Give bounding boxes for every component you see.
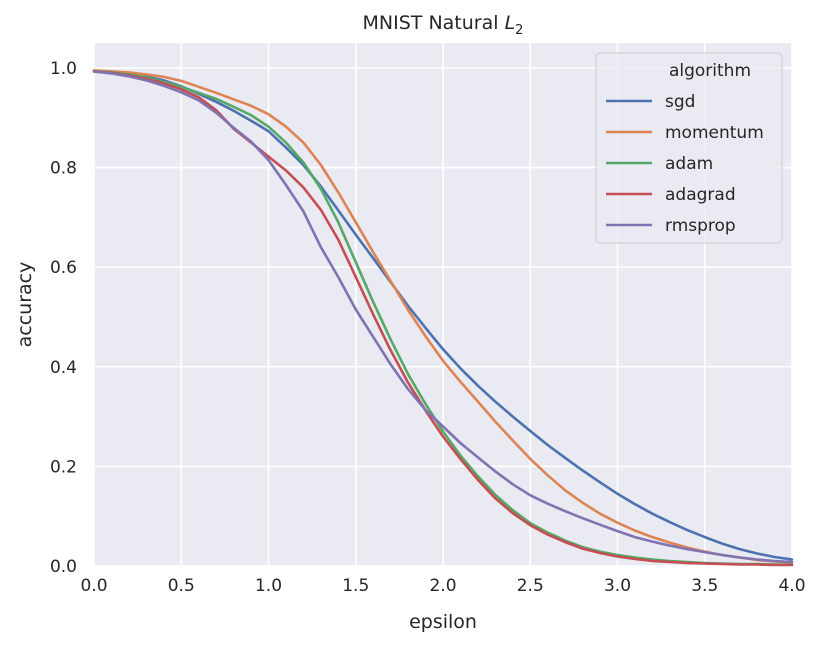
y-tick-label: 0.2: [50, 457, 77, 477]
legend-items: sgd momentum adam adagrad rmsprop: [606, 92, 764, 236]
series-line-rmsprop: [92, 70, 794, 564]
y-tick-label: 0.4: [50, 358, 77, 378]
series-line-sgd: [92, 70, 794, 561]
legend-label-adam: adam: [665, 154, 713, 174]
chart-title: MNIST Natural L2: [363, 12, 524, 38]
x-tick-label: 2.5: [517, 576, 544, 596]
x-tick-label: 3.0: [604, 576, 631, 596]
y-axis-label: accuracy: [14, 262, 36, 348]
chart-title-subscript: 2: [515, 23, 523, 38]
legend-label-rmsprop: rmsprop: [665, 216, 736, 236]
y-tick-label: 0.0: [50, 557, 77, 577]
series-line-momentum: [92, 69, 794, 564]
series-lines: [92, 69, 794, 567]
x-tick-label: 1.0: [255, 576, 282, 596]
y-tick-label: 1.0: [50, 59, 77, 79]
series-line-adagrad: [92, 70, 794, 567]
legend: algorithm sgd momentum adam adagrad rmsprop: [595, 52, 783, 244]
y-tick-label: 0.8: [50, 159, 77, 179]
x-tick-label: 2.0: [429, 576, 456, 596]
legend-label-adagrad: adagrad: [665, 185, 736, 205]
y-axis-ticks: 0.0 0.2 0.4 0.6 0.8 1.0: [50, 59, 77, 577]
legend-box: [595, 52, 783, 244]
x-axis-label: epsilon: [409, 611, 477, 633]
x-tick-label: 0.5: [168, 576, 195, 596]
y-tick-label: 0.6: [50, 258, 77, 278]
x-axis-ticks: 0.0 0.5 1.0 1.5 2.0 2.5 3.0 3.5 4.0: [80, 576, 805, 596]
legend-label-momentum: momentum: [665, 123, 764, 143]
x-tick-label: 3.5: [691, 576, 718, 596]
chart-title-math: L: [505, 12, 516, 34]
x-tick-label: 1.5: [342, 576, 369, 596]
x-tick-label: 4.0: [778, 576, 805, 596]
x-tick-label: 0.0: [80, 576, 107, 596]
legend-title: algorithm: [669, 61, 751, 81]
legend-label-sgd: sgd: [665, 92, 695, 112]
chart-title-main: MNIST Natural: [363, 12, 505, 34]
